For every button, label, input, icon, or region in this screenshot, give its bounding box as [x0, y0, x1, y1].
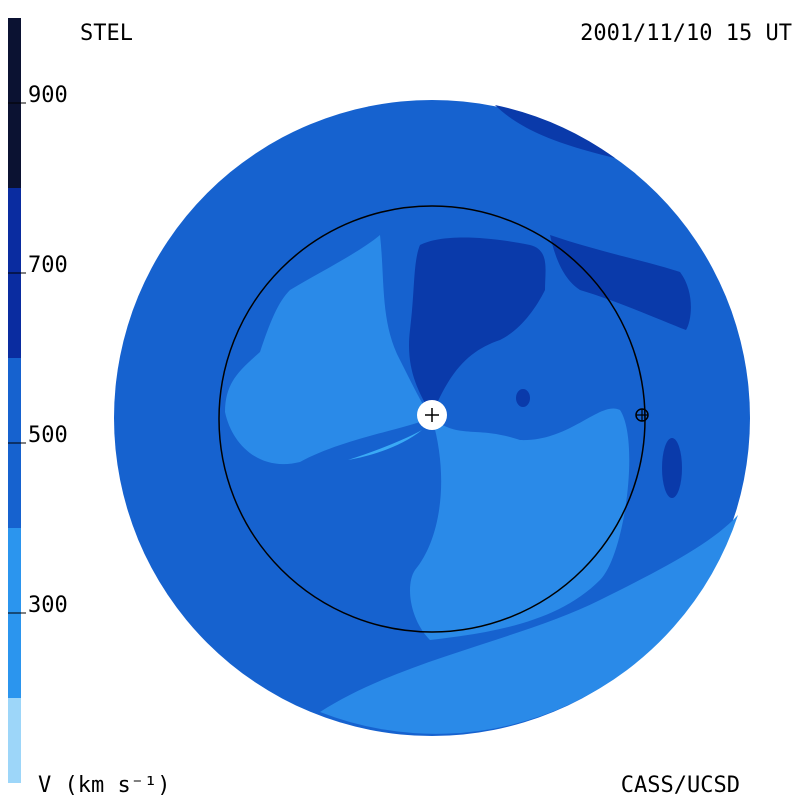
header-left: STEL	[80, 21, 133, 46]
region	[662, 438, 682, 498]
footer-right: CASS/UCSD	[621, 773, 740, 798]
footer-left: V (km s⁻¹)	[38, 773, 170, 798]
region	[410, 408, 630, 640]
colorbar-band	[8, 698, 21, 783]
colorbar: 300 500 700 900	[8, 18, 68, 783]
map-disk	[114, 100, 750, 736]
earth-orbit	[218, 205, 646, 633]
sun-cross	[425, 408, 439, 422]
colorbar-tick-label: 500	[28, 423, 68, 448]
region	[225, 235, 432, 465]
colorbar-tick-label: 900	[28, 83, 68, 108]
region	[550, 235, 691, 330]
earth-cross	[636, 409, 648, 421]
region	[516, 389, 530, 407]
colorbar-tick-label: 700	[28, 253, 68, 278]
region	[320, 515, 738, 734]
region	[409, 237, 546, 415]
colorbar-tick-label: 300	[28, 593, 68, 618]
region	[495, 105, 615, 158]
header-right: 2001/11/10 15 UT	[580, 21, 792, 46]
